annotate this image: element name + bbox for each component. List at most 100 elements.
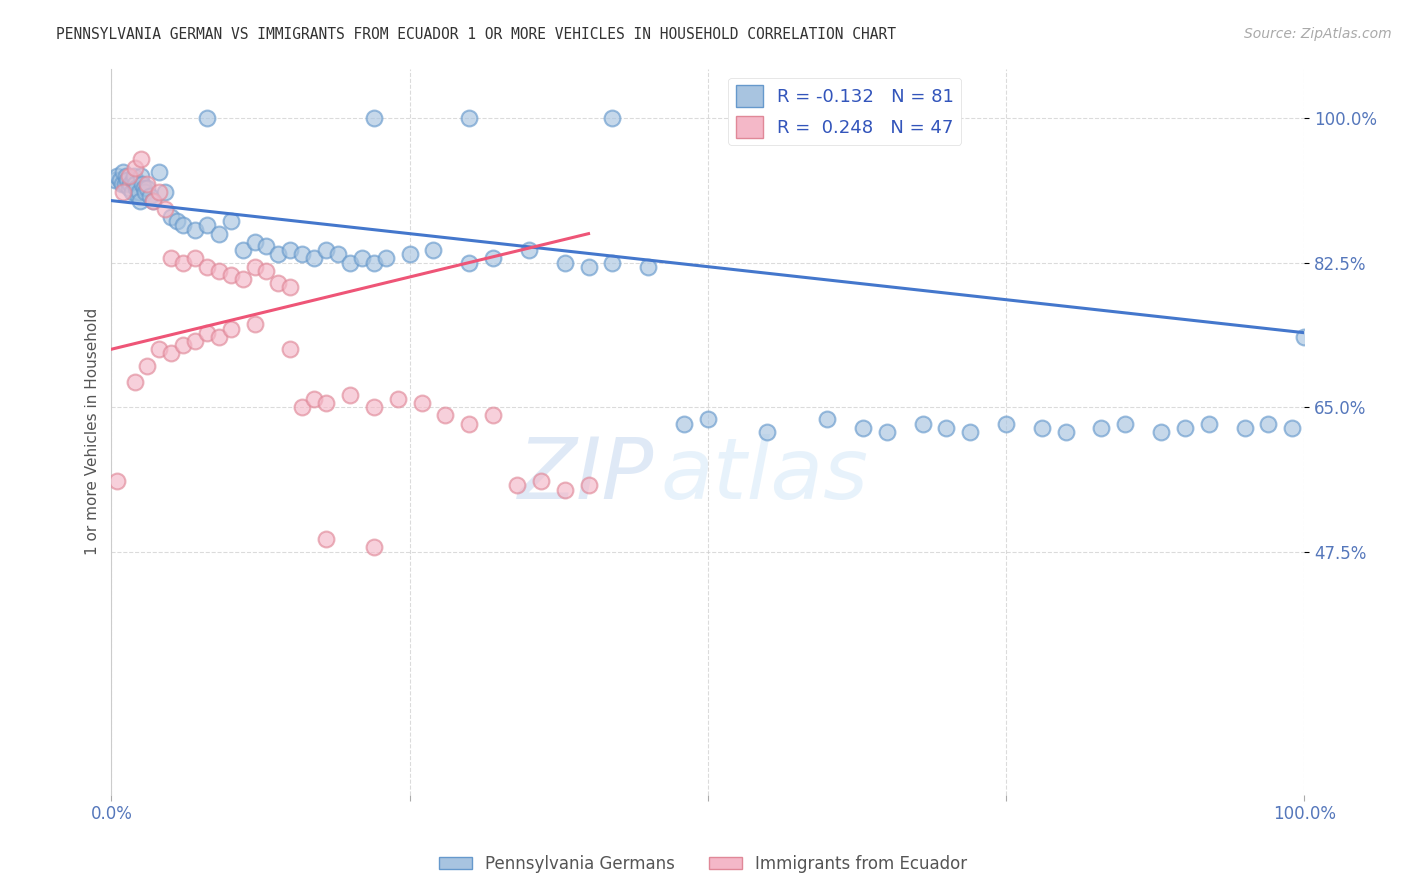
Point <box>302 252 325 266</box>
Point <box>166 214 188 228</box>
Point <box>112 165 135 179</box>
Legend: Pennsylvania Germans, Immigrants from Ecuador: Pennsylvania Germans, Immigrants from Ec… <box>432 848 974 880</box>
Point <box>315 243 337 257</box>
Point <box>148 165 170 179</box>
Point <box>278 280 301 294</box>
Text: ZIP: ZIP <box>517 434 654 516</box>
Point <box>172 219 194 233</box>
Point <box>995 417 1018 431</box>
Point <box>672 417 695 431</box>
Point <box>315 532 337 546</box>
Point <box>208 330 231 344</box>
Point <box>118 181 141 195</box>
Point <box>232 272 254 286</box>
Point <box>422 243 444 257</box>
Point <box>104 173 127 187</box>
Point <box>124 376 146 390</box>
Point <box>243 260 266 274</box>
Point <box>115 173 138 187</box>
Point <box>959 425 981 439</box>
Point <box>756 425 779 439</box>
Point <box>363 111 385 125</box>
Point <box>602 255 624 269</box>
Point <box>105 169 128 183</box>
Point <box>112 186 135 200</box>
Point <box>131 177 153 191</box>
Point <box>153 186 176 200</box>
Point <box>219 321 242 335</box>
Point <box>172 338 194 352</box>
Point <box>256 239 278 253</box>
Point <box>105 475 128 489</box>
Point <box>142 194 165 208</box>
Point <box>129 169 152 183</box>
Point <box>134 186 156 200</box>
Point <box>256 264 278 278</box>
Text: PENNSYLVANIA GERMAN VS IMMIGRANTS FROM ECUADOR 1 OR MORE VEHICLES IN HOUSEHOLD C: PENNSYLVANIA GERMAN VS IMMIGRANTS FROM E… <box>56 27 896 42</box>
Y-axis label: 1 or more Vehicles in Household: 1 or more Vehicles in Household <box>86 308 100 556</box>
Point <box>136 181 159 195</box>
Point <box>482 409 505 423</box>
Point <box>208 227 231 241</box>
Point <box>232 243 254 257</box>
Point <box>127 189 149 203</box>
Point <box>138 189 160 203</box>
Point <box>554 255 576 269</box>
Point <box>267 247 290 261</box>
Point <box>458 255 481 269</box>
Point <box>482 252 505 266</box>
Point <box>118 169 141 183</box>
Point <box>124 161 146 175</box>
Point <box>363 255 385 269</box>
Point <box>136 359 159 373</box>
Point <box>1090 420 1112 434</box>
Point <box>184 252 207 266</box>
Point <box>458 417 481 431</box>
Point <box>554 483 576 497</box>
Point <box>153 202 176 216</box>
Point <box>243 318 266 332</box>
Point <box>458 111 481 125</box>
Point <box>911 417 934 431</box>
Point <box>219 268 242 282</box>
Point <box>374 252 396 266</box>
Point <box>129 153 152 167</box>
Point <box>815 412 838 426</box>
Point <box>195 219 218 233</box>
Point <box>195 260 218 274</box>
Legend: R = -0.132   N = 81, R =  0.248   N = 47: R = -0.132 N = 81, R = 0.248 N = 47 <box>728 78 962 145</box>
Point <box>132 181 155 195</box>
Point <box>1281 420 1303 434</box>
Point <box>128 186 150 200</box>
Point <box>291 400 314 414</box>
Point <box>339 255 361 269</box>
Point <box>411 396 433 410</box>
Point <box>129 194 152 208</box>
Point <box>291 247 314 261</box>
Point <box>339 387 361 401</box>
Point <box>121 186 143 200</box>
Point <box>1031 420 1053 434</box>
Point <box>243 235 266 249</box>
Point <box>398 247 420 261</box>
Point <box>125 181 148 195</box>
Point <box>578 260 600 274</box>
Point <box>122 169 145 183</box>
Point <box>1198 417 1220 431</box>
Point <box>195 326 218 340</box>
Point <box>142 194 165 208</box>
Point <box>363 541 385 555</box>
Point <box>184 222 207 236</box>
Point <box>278 343 301 357</box>
Point <box>602 111 624 125</box>
Point <box>122 173 145 187</box>
Point <box>219 214 242 228</box>
Point <box>195 111 218 125</box>
Point <box>1294 330 1316 344</box>
Point <box>387 392 409 406</box>
Text: Source: ZipAtlas.com: Source: ZipAtlas.com <box>1244 27 1392 41</box>
Point <box>363 400 385 414</box>
Point <box>315 396 337 410</box>
Point <box>124 177 146 191</box>
Point <box>517 243 540 257</box>
